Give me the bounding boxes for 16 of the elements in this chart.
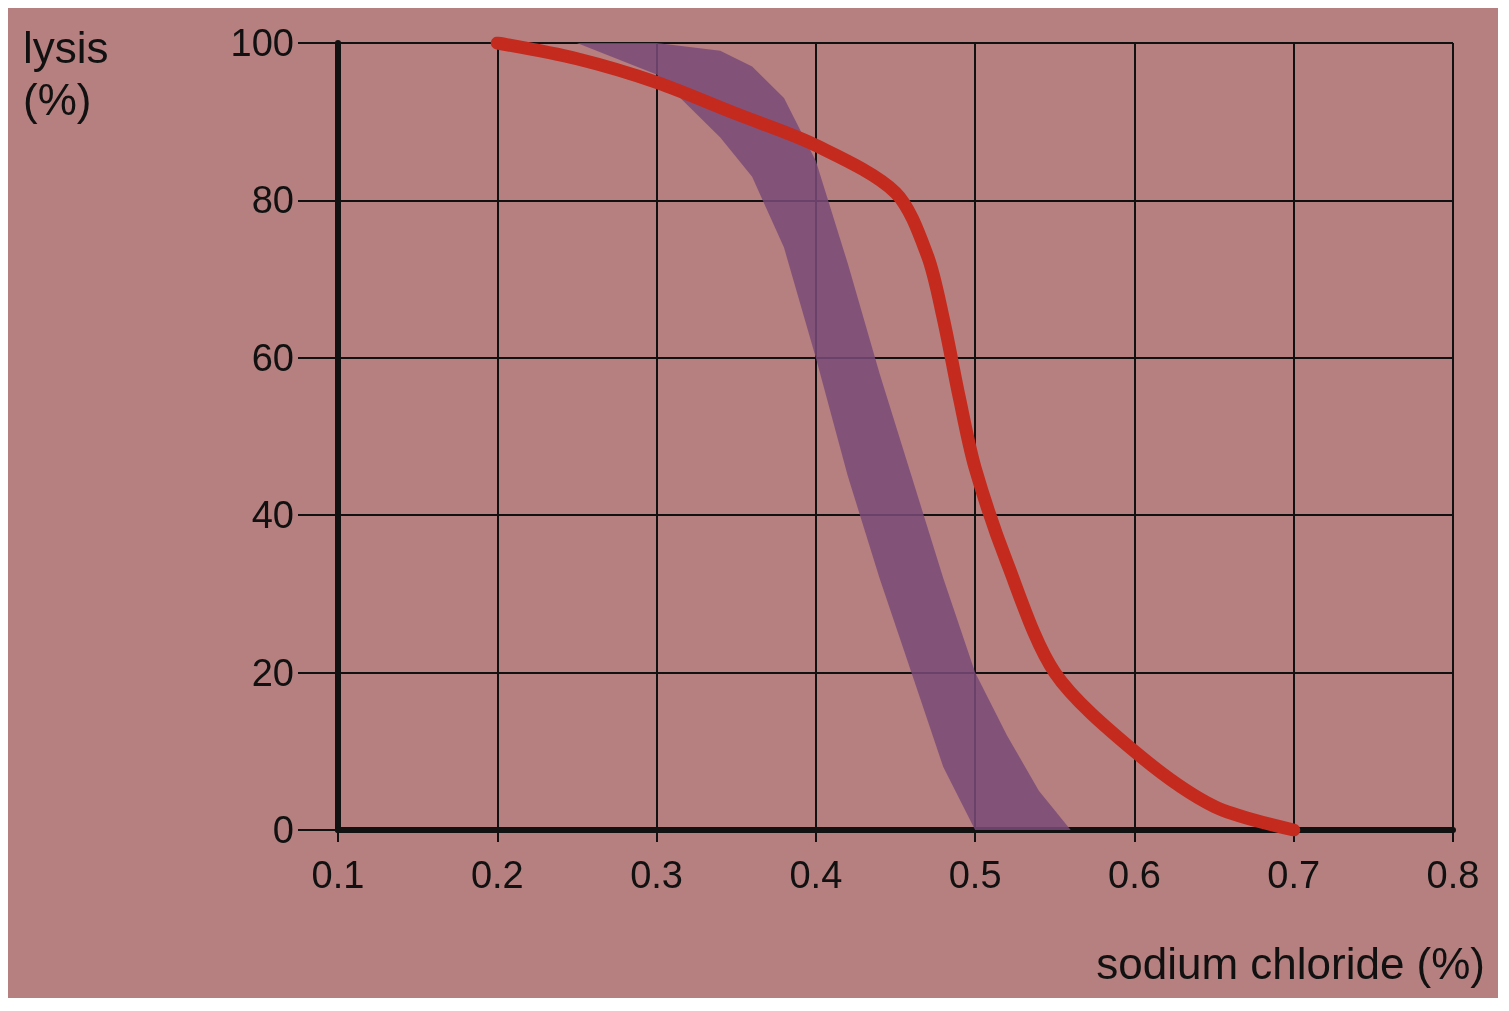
x-tick-label: 0.5 bbox=[948, 854, 1002, 896]
x-tick-label: 0.7 bbox=[1267, 854, 1321, 896]
y-tick-label: 100 bbox=[230, 22, 294, 64]
x-tick-label: 0.6 bbox=[1108, 854, 1161, 896]
y-tick-label: 60 bbox=[251, 336, 294, 379]
y-axis-title: lysis (%) bbox=[23, 22, 109, 124]
x-axis-title: sodium chloride (%) bbox=[1096, 938, 1486, 988]
x-tick-label: 0.4 bbox=[789, 854, 843, 896]
x-tick-label: 0.3 bbox=[630, 854, 683, 896]
y-tick-label: 40 bbox=[251, 494, 294, 537]
y-tick-label: 80 bbox=[251, 179, 294, 222]
y-tick-label: 20 bbox=[251, 651, 294, 694]
x-tick-label: 0.1 bbox=[311, 854, 365, 896]
x-tick-label: 0.8 bbox=[1426, 854, 1480, 896]
y-tick-label: 0 bbox=[272, 809, 294, 851]
x-tick-label: 0.2 bbox=[470, 854, 524, 896]
